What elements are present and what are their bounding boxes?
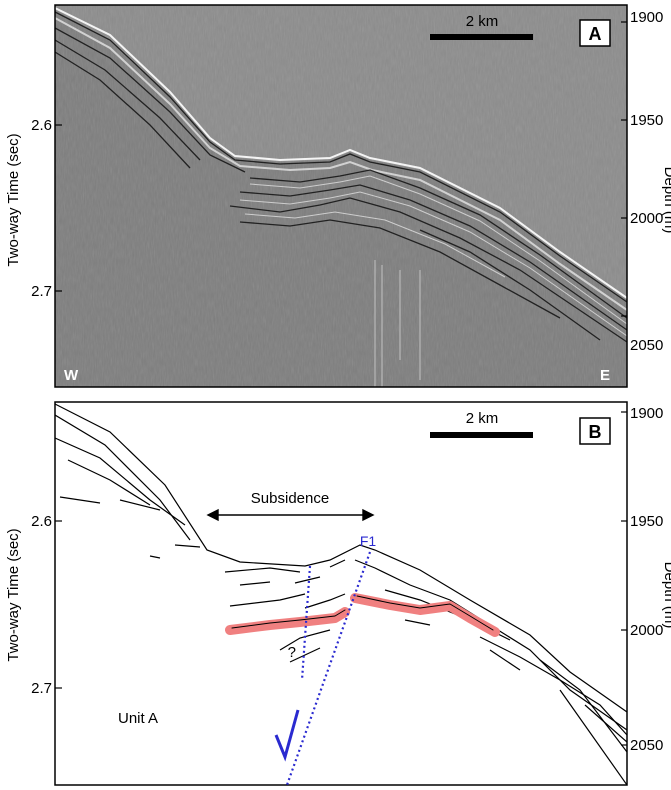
panel-label-b: B xyxy=(589,422,602,442)
right-tick-b-3: 2000 xyxy=(630,622,663,639)
left-tick-b-1: 2.6 xyxy=(31,513,52,530)
panel-a: 2 km A W E 2.6 2.7 Two-way Time (sec) 19… xyxy=(5,4,671,388)
west-label: W xyxy=(64,367,79,384)
panel-b: F1 ? Subsidence Unit A 2 km B 2.6 2.7 Tw… xyxy=(5,401,671,786)
seismic-section xyxy=(55,5,627,387)
highlight-reflector xyxy=(225,593,500,637)
question-mark: ? xyxy=(288,644,296,661)
right-axis-title-b: Depth (m) xyxy=(661,562,671,629)
right-tick-b-4: 2050 xyxy=(630,737,663,754)
fault-f1 xyxy=(285,551,372,786)
left-tick-b-2: 2.7 xyxy=(31,680,52,697)
panel-label-box-a xyxy=(579,19,611,47)
scale-bar-label-b: 2 km xyxy=(466,410,499,427)
interpreted-reflectors xyxy=(55,403,627,785)
subsidence-label: Subsidence xyxy=(251,490,329,507)
unit-label: Unit A xyxy=(118,710,158,727)
right-tick-b-1: 1900 xyxy=(630,405,663,422)
fault-arrow-icon xyxy=(274,709,300,762)
panel-label-box-b xyxy=(579,417,611,445)
fault-label: F1 xyxy=(360,533,377,549)
right-axis-b xyxy=(621,411,627,746)
right-axis-a xyxy=(621,21,627,317)
scale-bar-label-a: 2 km xyxy=(466,13,499,30)
left-axis-b xyxy=(55,520,62,689)
left-axis-title-a: Two-way Time (sec) xyxy=(5,133,22,266)
right-tick-a-1: 1900 xyxy=(630,9,663,26)
panel-b-frame xyxy=(54,401,628,786)
right-tick-b-2: 1950 xyxy=(630,513,663,530)
right-axis-title-a: Depth (m) xyxy=(661,167,671,234)
right-tick-a-3: 2000 xyxy=(630,210,663,227)
right-tick-a-2: 1950 xyxy=(630,112,663,129)
panel-a-frame xyxy=(54,4,628,388)
right-tick-a-4: 2050 xyxy=(630,337,663,354)
panel-label-a: A xyxy=(589,24,602,44)
subsidence-arrow-icon xyxy=(206,508,375,522)
left-tick-a-2: 2.7 xyxy=(31,283,52,300)
left-axis-a xyxy=(55,124,62,292)
left-tick-a-1: 2.6 xyxy=(31,117,52,134)
east-label: E xyxy=(600,367,610,384)
left-axis-title-b: Two-way Time (sec) xyxy=(5,528,22,661)
